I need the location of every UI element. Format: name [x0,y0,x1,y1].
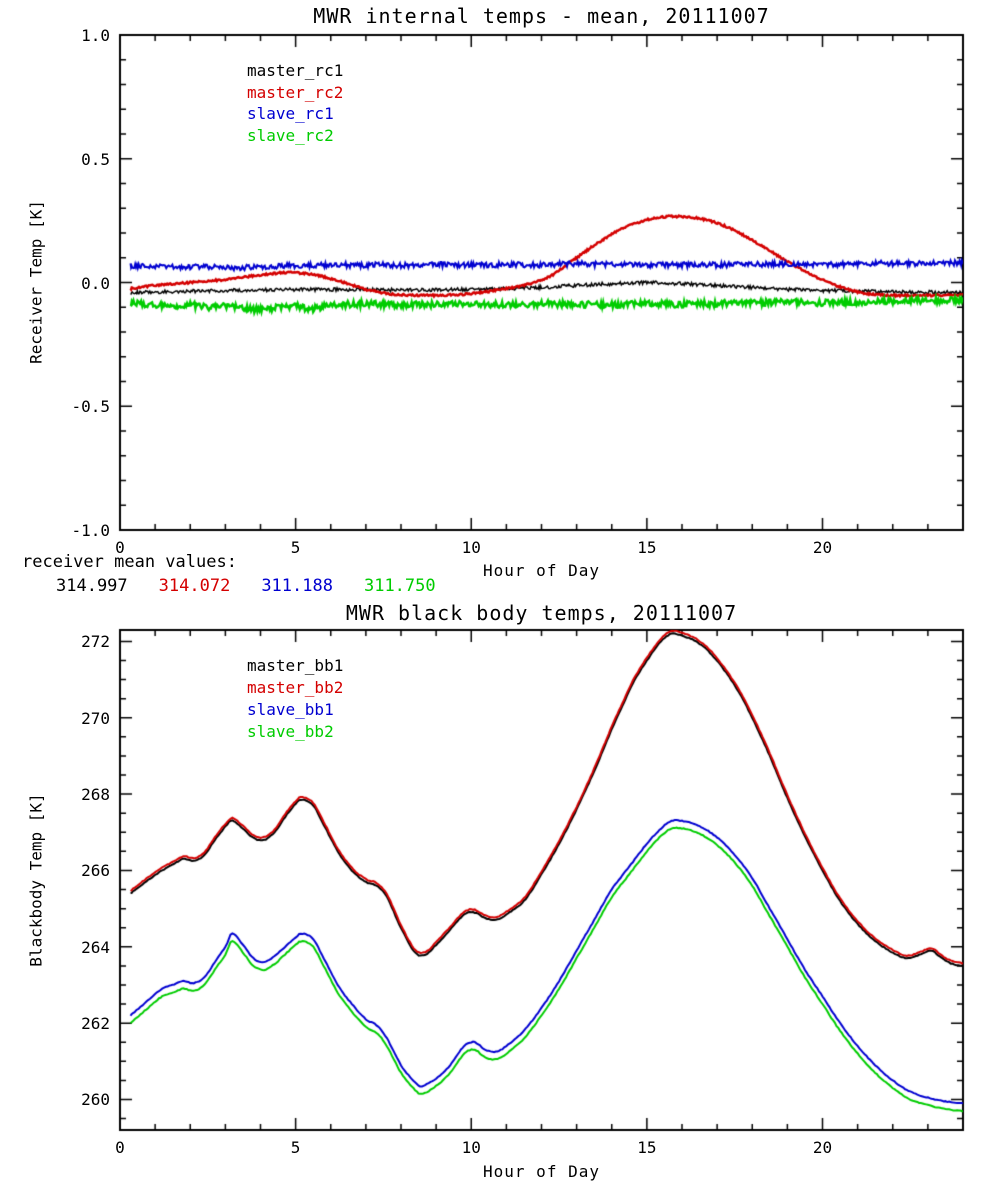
receiver-mean-values: 314.997 314.072 311.188 311.750 [56,576,436,596]
legend-item-slave-bb2: slave_bb2 [247,722,334,741]
y-tick-label: 268 [81,785,110,805]
mean-value-master-rc2: 314.072 [158,576,231,596]
mean-value-slave-rc1: 311.188 [261,576,333,596]
y-tick-label: 270 [81,708,110,728]
top-chart-x-axis-label: Hour of Day [483,561,600,580]
legend-item-master-rc2: master_rc2 [247,82,344,102]
mean-value-master-rc1: 314.997 [56,576,128,596]
bottom-chart-legend: master_bb1 master_bb2 slave_bb1 slave_bb… [247,655,343,743]
x-tick-label: 20 [812,538,833,557]
mean-value-slave-rc2: 311.750 [363,576,436,596]
top-chart-title: MWR internal temps - mean, 20111007 [313,4,770,28]
y-tick-label: 0.5 [81,149,110,169]
y-tick-label: -0.5 [71,397,110,417]
x-tick-label: 15 [637,538,657,557]
y-tick-label: 272 [81,632,110,652]
bottom-chart-title: MWR black body temps, 20111007 [345,601,738,625]
y-tick-label: -1.0 [71,521,110,540]
bottom-chart-y-axis-label: Blackbody Temp [K] [26,793,46,967]
y-tick-label: 264 [81,937,110,957]
y-tick-label: 0.0 [81,273,110,293]
legend-item-slave-rc1: slave_rc1 [247,104,334,123]
top-chart-legend: master_rc1 master_rc2 slave_rc1 slave_rc… [247,60,343,146]
y-tick-label: 260 [81,1090,110,1110]
bottom-chart-x-axis-label: Hour of Day [483,1162,600,1181]
x-tick-label: 5 [290,1138,301,1157]
y-tick-label: 1.0 [81,26,110,45]
legend-item-slave-bb1: slave_bb1 [247,700,334,719]
receiver-mean-caption: receiver mean values: [22,552,237,572]
y-tick-label: 262 [81,1014,110,1034]
legend-item-master-bb2: master_bb2 [247,678,344,697]
x-tick-label: 10 [461,1138,481,1157]
x-tick-label: 10 [461,538,481,557]
x-tick-label: 20 [812,1138,833,1157]
legend-item-slave-rc2: slave_rc2 [247,125,334,145]
x-tick-label: 0 [115,1138,125,1157]
x-tick-label: 5 [290,538,301,557]
x-tick-label: 15 [637,1138,657,1157]
y-tick-label: 266 [81,861,110,881]
top-chart-y-axis-label: Receiver Temp [K] [26,200,46,364]
legend-item-master-bb1: master_bb1 [247,656,344,675]
legend-item-master-rc1: master_rc1 [247,61,344,80]
x-tick-label: 0 [115,538,125,557]
